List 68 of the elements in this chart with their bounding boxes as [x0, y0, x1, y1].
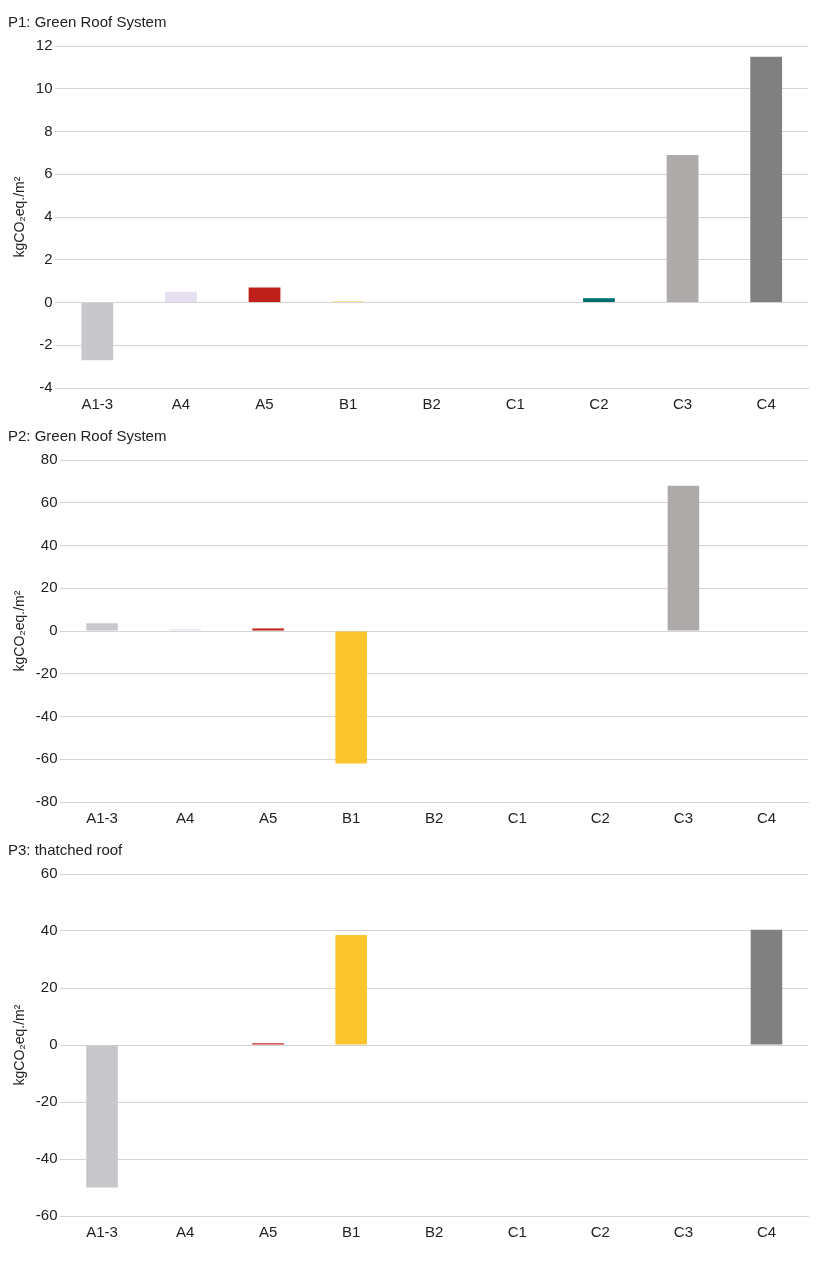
x-tick-label: C4: [756, 395, 776, 413]
y-tick-label: 60: [40, 864, 58, 882]
y-tick-label: 0: [49, 621, 58, 639]
y-axis-title: kgCO₂eq./m²: [11, 1004, 28, 1086]
chart-title: P2: Green Roof System: [8, 427, 167, 445]
bar: [667, 485, 700, 631]
bar: [750, 56, 783, 302]
chart-title: P1: Green Roof System: [8, 13, 167, 31]
x-tick-label: A5: [255, 395, 274, 413]
y-tick-label: 10: [35, 78, 53, 96]
y-tick-label: 20: [40, 978, 58, 996]
x-tick-label: C1: [507, 809, 527, 827]
y-tick-label: 40: [40, 921, 58, 939]
x-tick-label: C1: [507, 1223, 527, 1241]
y-tick-label: -60: [35, 1206, 58, 1224]
y-tick-label: 12: [35, 36, 53, 54]
y-tick-label: 20: [40, 578, 58, 596]
y-tick-label: -20: [35, 1092, 58, 1110]
y-tick-label: 2: [44, 249, 53, 267]
x-tick-label: B2: [422, 395, 441, 413]
x-tick-label: C1: [505, 395, 525, 413]
bar: [750, 929, 783, 1045]
x-tick-label: A1-3: [86, 1223, 118, 1241]
bar: [252, 628, 284, 631]
x-tick-label: C3: [673, 809, 694, 827]
y-tick-label: -20: [35, 663, 58, 681]
bar: [165, 291, 197, 302]
x-tick-label: A1-3: [86, 809, 118, 827]
y-axis-title: kgCO₂eq./m²: [11, 590, 28, 672]
bar: [248, 287, 281, 302]
bar: [335, 934, 367, 1045]
x-tick-label: B1: [342, 809, 361, 827]
x-tick-label: A4: [175, 809, 195, 827]
y-tick-label: 80: [40, 450, 58, 468]
x-tick-label: C4: [756, 1223, 777, 1241]
chart-title: P3: thatched roof: [8, 841, 124, 859]
x-tick-label: B1: [342, 1223, 361, 1241]
x-tick-label: A1-3: [81, 395, 114, 413]
x-tick-label: B1: [338, 395, 358, 413]
x-tick-label: A4: [175, 1223, 195, 1241]
y-tick-label: -40: [35, 1149, 58, 1167]
y-tick-label: -60: [35, 749, 58, 767]
y-tick-label: 8: [44, 121, 53, 139]
x-tick-label: B2: [425, 1223, 444, 1241]
x-tick-label: A5: [258, 809, 278, 827]
y-tick-label: -80: [35, 792, 58, 810]
x-tick-label: A5: [258, 1223, 278, 1241]
y-tick-label: 0: [49, 1035, 58, 1053]
y-tick-label: -4: [39, 378, 53, 396]
y-tick-label: 60: [40, 492, 58, 510]
x-tick-label: C2: [590, 1223, 610, 1241]
y-tick-label: 4: [44, 207, 53, 225]
y-tick-label: 0: [44, 292, 53, 310]
y-tick-label: -40: [35, 706, 58, 724]
y-tick-label: -2: [39, 335, 53, 353]
x-tick-label: C2: [590, 809, 610, 827]
x-tick-label: A4: [171, 395, 191, 413]
x-tick-label: B2: [425, 809, 444, 827]
x-tick-label: C3: [672, 395, 693, 413]
bar: [583, 298, 615, 302]
x-tick-label: C2: [589, 395, 609, 413]
y-tick-label: 40: [40, 535, 58, 553]
y-tick-label: 6: [44, 164, 53, 182]
bar: [666, 155, 699, 302]
x-tick-label: C4: [756, 809, 777, 827]
y-axis-title: kgCO₂eq./m²: [11, 176, 28, 258]
x-tick-label: C3: [673, 1223, 694, 1241]
bar: [335, 631, 367, 764]
